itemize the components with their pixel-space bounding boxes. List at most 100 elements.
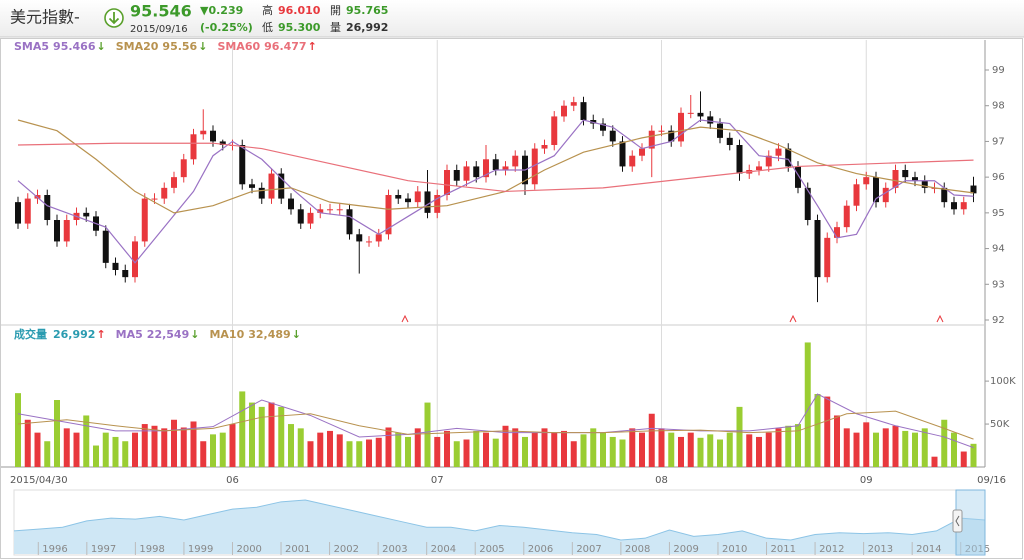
volume-bar xyxy=(307,441,314,467)
candle-body xyxy=(405,198,411,203)
volume-bar xyxy=(112,436,119,467)
open: 95.765 xyxy=(346,4,388,17)
candle-body xyxy=(190,134,197,160)
volume-bar xyxy=(444,430,450,467)
candle-body xyxy=(200,130,207,135)
candle-body xyxy=(765,155,772,167)
volume-bar xyxy=(424,402,431,467)
volume-bar xyxy=(200,441,207,467)
candle-body xyxy=(83,212,90,217)
header-bar xyxy=(0,0,1024,37)
candle-body xyxy=(239,145,246,185)
volume-bar xyxy=(54,400,60,467)
candle-body xyxy=(726,137,733,145)
volume-bar xyxy=(268,402,275,467)
x-tick-label: 2006 xyxy=(528,544,553,555)
volume-bar xyxy=(141,424,148,467)
x-tick-label: 1999 xyxy=(188,544,213,555)
volume-bar xyxy=(580,434,587,467)
volume-bar xyxy=(834,415,840,467)
legend-trend: ↑ xyxy=(96,328,105,341)
candle-body xyxy=(132,241,138,278)
x-tick-label: 2013 xyxy=(868,544,893,555)
volume-bar xyxy=(561,430,567,467)
x-tick-label: 2008 xyxy=(625,544,650,555)
volume-bar xyxy=(278,406,285,467)
candle-body xyxy=(336,209,343,211)
volume-bar xyxy=(853,432,860,467)
volume-bar xyxy=(756,436,762,467)
volume-bar xyxy=(453,441,460,467)
volume-bar xyxy=(239,391,246,467)
y-tick-label: 97 xyxy=(992,136,1005,147)
candle-body xyxy=(804,187,811,220)
navigator-line xyxy=(13,499,986,541)
y-tick-label: 50K xyxy=(990,419,1010,430)
volume-bar xyxy=(882,428,889,467)
candle-body xyxy=(814,220,821,278)
volume-bar xyxy=(931,456,938,467)
navigator-handle[interactable] xyxy=(952,509,963,533)
x-tick-label: 2015/04/30 xyxy=(10,475,68,486)
volume-bar xyxy=(570,441,577,467)
x-tick-label: 2011 xyxy=(771,544,796,555)
candle-body xyxy=(921,180,928,188)
volume-bar xyxy=(639,432,645,467)
candle-body xyxy=(853,184,860,206)
volume-bar xyxy=(63,428,70,467)
volume-bar xyxy=(619,439,626,467)
volume-bar xyxy=(190,421,197,467)
low-label: 低 xyxy=(262,21,273,34)
volume-bar xyxy=(161,428,168,467)
candle-body xyxy=(346,209,353,235)
candle-body xyxy=(102,230,109,263)
candle-body xyxy=(658,130,665,132)
legend: SMA5 95.466↓ SMA20 95.56↓ SMA60 96.477↑ xyxy=(14,40,317,53)
candle-body xyxy=(941,187,948,203)
volume-bar xyxy=(921,428,928,467)
ma-line xyxy=(17,142,974,193)
volume-bar xyxy=(414,428,421,467)
legend-trend: ↓ xyxy=(198,40,207,53)
legend-value: 96.477 xyxy=(264,40,306,53)
candle-body xyxy=(775,148,782,156)
volume-bar xyxy=(492,438,499,467)
volume-bar xyxy=(219,432,226,467)
volume-bar xyxy=(317,432,324,467)
price: 95.546 xyxy=(130,2,192,21)
symbol-title: 美元指數- xyxy=(10,8,80,27)
candle-body xyxy=(619,141,626,167)
volume-bar xyxy=(249,402,255,467)
volume-bar xyxy=(736,406,743,467)
volume-bar xyxy=(668,432,675,467)
volume-bar xyxy=(678,436,684,467)
x-tick-label: 09 xyxy=(860,475,873,486)
volume-bar xyxy=(707,434,714,467)
candle-body xyxy=(473,166,480,178)
volume-bar xyxy=(902,430,909,467)
candle-body xyxy=(414,191,421,203)
volume-bar xyxy=(122,441,129,467)
candle-body xyxy=(268,173,275,199)
x-tick-label: 2001 xyxy=(285,544,310,555)
candle-body xyxy=(609,130,616,142)
candle-body xyxy=(892,170,899,188)
candle-body xyxy=(561,105,567,117)
volume-bar xyxy=(912,432,918,467)
volume: 26,992 xyxy=(346,21,388,34)
open-label: 開 xyxy=(330,4,341,17)
volume-bar xyxy=(210,434,216,467)
candle-body xyxy=(483,159,489,178)
candle-body xyxy=(15,202,21,224)
volume-bar xyxy=(483,432,489,467)
x-tick-label: 09/16 xyxy=(977,475,1006,486)
volume-bar xyxy=(804,342,811,467)
x-tick-label: 2004 xyxy=(431,544,456,555)
high: 96.010 xyxy=(278,4,321,17)
candle-body xyxy=(463,166,470,181)
volume-bar xyxy=(288,424,294,467)
candle-body xyxy=(444,170,450,195)
x-tick-label: 2010 xyxy=(722,544,747,555)
volume-bar xyxy=(863,422,870,467)
x-tick-label: 2012 xyxy=(819,544,844,555)
